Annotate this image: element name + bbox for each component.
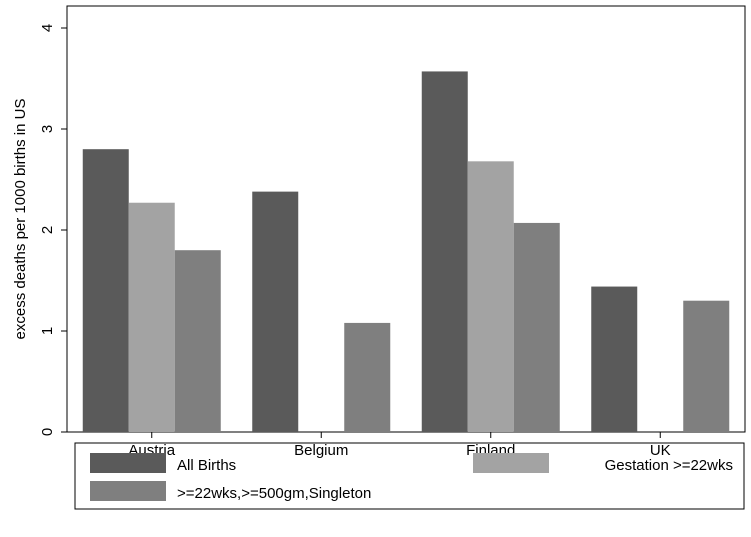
legend-label-1: All Births (177, 457, 236, 474)
plot-area (66, 5, 746, 433)
bars-group (82, 71, 730, 433)
bar-uk-series-1 (591, 286, 638, 432)
y-axis: 0 1 2 3 4 (39, 24, 67, 436)
bar-belgium-series-1 (252, 191, 299, 432)
legend-swatch-2 (473, 453, 549, 473)
y-tick-label: 4 (39, 24, 56, 32)
y-tick-label: 3 (39, 125, 56, 133)
bar-finland-series-3 (513, 222, 560, 432)
y-axis-title: excess deaths per 1000 births in US (12, 99, 29, 340)
bar-austria-series-1 (82, 149, 129, 432)
x-tick-label-belgium: Belgium (294, 442, 348, 459)
plot-frame (66, 5, 746, 433)
bar-finland-series-1 (421, 71, 468, 433)
bar-uk-series-3 (683, 300, 730, 432)
legend-label-2: Gestation >=22wks (605, 457, 733, 474)
bar-finland-series-2 (467, 161, 514, 432)
legend-frame (74, 442, 745, 510)
y-tick-label: 2 (39, 226, 56, 234)
legend-label-3: >=22wks,>=500gm,Singleton (177, 485, 371, 502)
legend-swatch-3 (90, 481, 166, 501)
legend: All Births Gestation >=22wks >=22wks,>=500… (74, 442, 745, 510)
x-axis: Austria Belgium Finland UK (128, 432, 671, 459)
bar-austria-series-2 (128, 202, 175, 432)
x-tick-label-uk: UK (650, 442, 671, 459)
bar-belgium-series-3 (344, 322, 391, 432)
y-tick-label: 0 (39, 428, 56, 436)
legend-swatch-1 (90, 453, 166, 473)
y-tick-label: 1 (39, 327, 56, 335)
bar-austria-series-3 (174, 250, 221, 432)
